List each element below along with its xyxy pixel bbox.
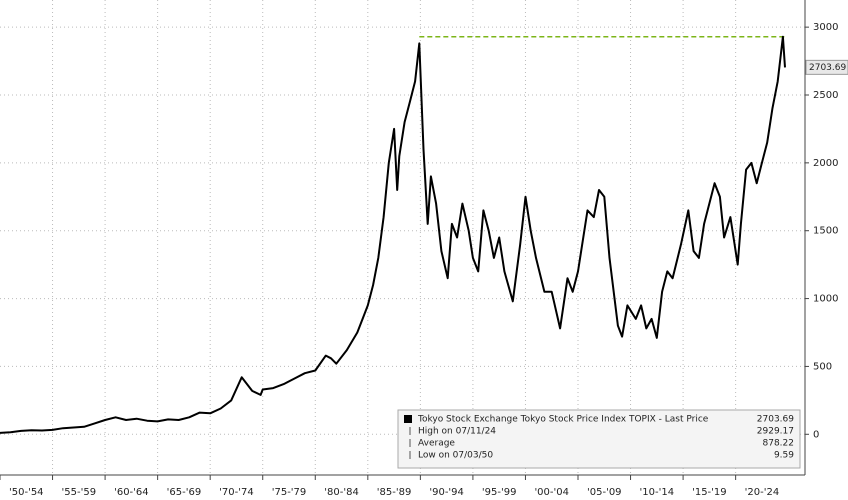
x-tick-label: '65-'69 — [167, 487, 202, 498]
x-tick-label: '15-'19 — [692, 487, 727, 498]
x-tick-label: '00-'04 — [534, 487, 569, 498]
legend-stat-label: Low on 07/03/50 — [418, 451, 493, 461]
series-line — [0, 35, 786, 434]
x-tick-label: '20-'24 — [745, 487, 780, 498]
legend-label: Tokyo Stock Exchange Tokyo Stock Price I… — [417, 415, 709, 425]
legend-stat-value: 9.59 — [774, 451, 794, 461]
x-tick-label: '55-'59 — [62, 487, 97, 498]
x-tick-label: '50-'54 — [9, 487, 44, 498]
legend-stat-value: 2929.17 — [757, 427, 794, 437]
y-tick-label: 1500 — [813, 226, 838, 237]
x-tick-label: '05-'09 — [587, 487, 622, 498]
legend-stat-label: Average — [418, 439, 455, 449]
legend-box — [397, 409, 801, 469]
x-tick-label: '60-'64 — [114, 487, 149, 498]
x-tick-label: '75-'79 — [272, 487, 307, 498]
legend-stat-value: 878.22 — [763, 439, 795, 449]
legend-swatch — [404, 415, 412, 423]
x-tick-label: '70-'74 — [219, 487, 254, 498]
y-tick-label: 1000 — [813, 294, 838, 305]
y-tick-label: 500 — [813, 361, 832, 372]
x-tick-label: '85-'89 — [377, 487, 412, 498]
legend-value: 2703.69 — [757, 415, 794, 425]
y-tick-label: 3000 — [813, 22, 838, 33]
x-tick-label: '90-'94 — [429, 487, 464, 498]
y-tick-label: 0 — [813, 429, 819, 440]
x-tick-label: '95-'99 — [482, 487, 517, 498]
last-price-label: 2703.69 — [809, 63, 846, 73]
y-tick-label: 2500 — [813, 90, 838, 101]
x-tick-label: '80-'84 — [324, 487, 359, 498]
y-tick-label: 2000 — [813, 158, 838, 169]
legend-stat-label: High on 07/11/24 — [418, 427, 496, 437]
last-price-tag — [805, 59, 848, 75]
x-tick-label: '10-'14 — [640, 487, 675, 498]
